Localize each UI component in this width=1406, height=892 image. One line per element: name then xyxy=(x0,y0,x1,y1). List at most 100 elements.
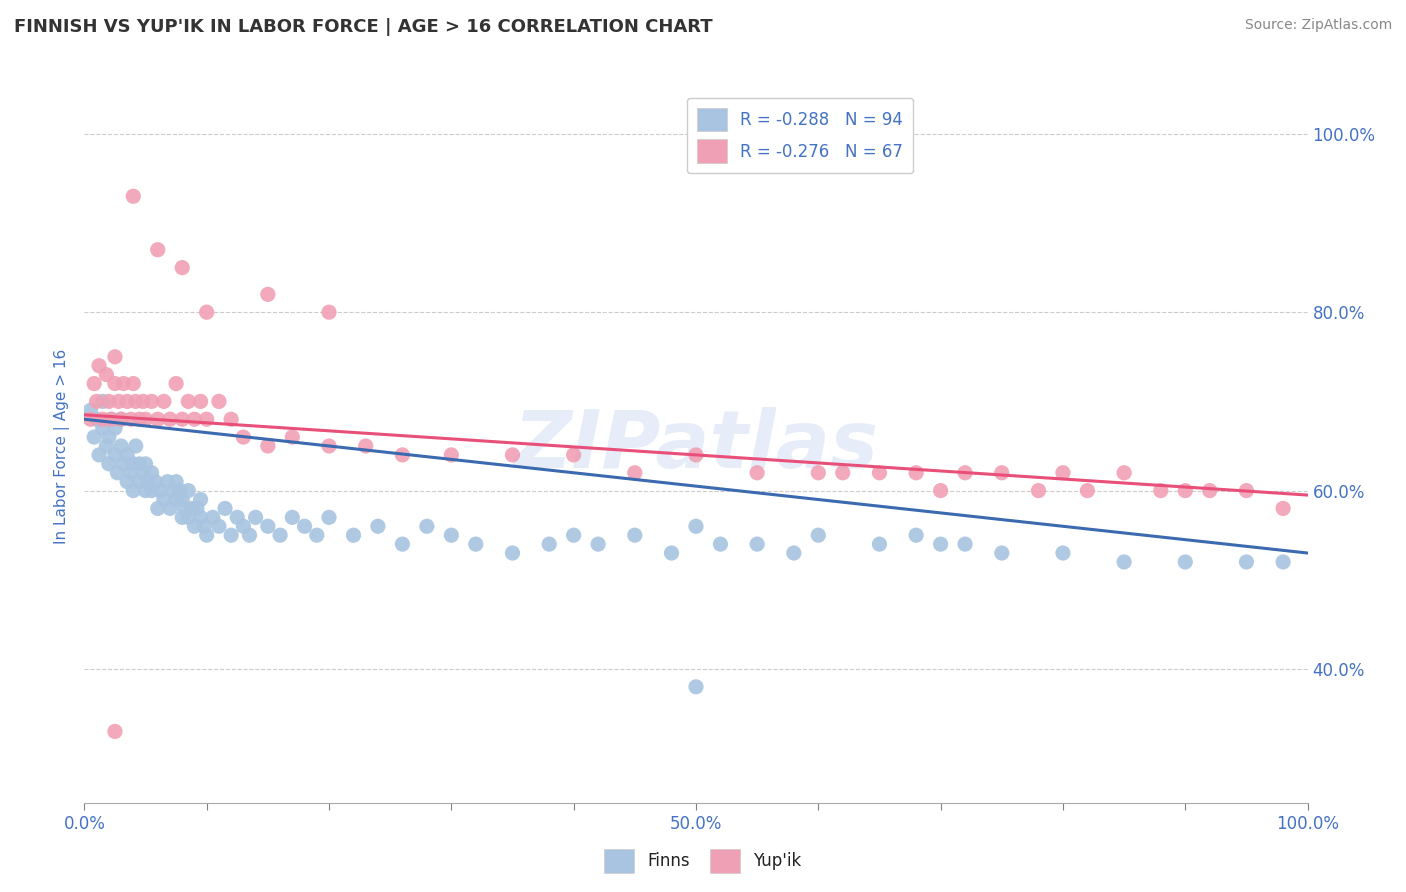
Point xyxy=(128,457,150,471)
Point xyxy=(208,519,231,533)
Point xyxy=(104,724,127,739)
Point xyxy=(190,394,212,409)
Point xyxy=(318,439,340,453)
Point xyxy=(1236,555,1258,569)
Point xyxy=(747,537,769,551)
Point xyxy=(391,448,413,462)
Point xyxy=(201,510,224,524)
Point xyxy=(100,412,122,426)
Point xyxy=(1272,501,1295,516)
Point xyxy=(562,448,585,462)
Point xyxy=(91,412,114,426)
Point xyxy=(905,528,928,542)
Point xyxy=(440,448,463,462)
Point xyxy=(318,305,340,319)
Point xyxy=(953,466,976,480)
Point xyxy=(122,457,145,471)
Point xyxy=(624,466,647,480)
Point xyxy=(1114,555,1136,569)
Point xyxy=(153,394,176,409)
Point xyxy=(120,412,142,426)
Point xyxy=(122,483,145,498)
Point xyxy=(122,189,145,203)
Point xyxy=(464,537,486,551)
Point xyxy=(807,528,830,542)
Point xyxy=(342,528,364,542)
Point xyxy=(1052,546,1074,560)
Point xyxy=(91,394,114,409)
Point xyxy=(257,287,280,301)
Point xyxy=(1076,483,1098,498)
Point xyxy=(502,546,524,560)
Point xyxy=(83,430,105,444)
Point xyxy=(586,537,609,551)
Point xyxy=(146,412,169,426)
Point xyxy=(661,546,683,560)
Point xyxy=(831,466,853,480)
Point xyxy=(97,457,120,471)
Point xyxy=(177,483,200,498)
Point xyxy=(232,519,254,533)
Text: FINNISH VS YUP'IK IN LABOR FORCE | AGE > 16 CORRELATION CHART: FINNISH VS YUP'IK IN LABOR FORCE | AGE >… xyxy=(14,18,713,36)
Point xyxy=(257,439,280,453)
Point xyxy=(79,403,101,417)
Point xyxy=(115,448,138,462)
Point xyxy=(97,430,120,444)
Point xyxy=(929,537,952,551)
Point xyxy=(905,466,928,480)
Point xyxy=(416,519,439,533)
Point xyxy=(172,492,194,507)
Point xyxy=(232,430,254,444)
Point xyxy=(869,466,891,480)
Point xyxy=(112,457,135,471)
Point xyxy=(100,412,122,426)
Point xyxy=(107,394,129,409)
Point xyxy=(186,501,208,516)
Point xyxy=(135,412,157,426)
Point xyxy=(136,475,159,489)
Point xyxy=(96,439,118,453)
Point xyxy=(125,394,148,409)
Point xyxy=(141,483,163,498)
Point xyxy=(685,680,707,694)
Point xyxy=(1174,483,1197,498)
Point xyxy=(165,475,187,489)
Point xyxy=(87,448,110,462)
Point xyxy=(1272,555,1295,569)
Point xyxy=(367,519,389,533)
Y-axis label: In Labor Force | Age > 16: In Labor Force | Age > 16 xyxy=(55,349,70,543)
Legend: Finns, Yup'ik: Finns, Yup'ik xyxy=(598,842,808,880)
Point xyxy=(1114,466,1136,480)
Point xyxy=(172,260,194,275)
Point xyxy=(624,528,647,542)
Point xyxy=(83,376,105,391)
Point xyxy=(294,519,316,533)
Point xyxy=(214,501,236,516)
Point xyxy=(177,510,200,524)
Point xyxy=(165,376,187,391)
Point xyxy=(208,394,231,409)
Point xyxy=(86,412,108,426)
Point xyxy=(169,483,191,498)
Point xyxy=(318,510,340,524)
Point xyxy=(135,483,157,498)
Point xyxy=(190,492,212,507)
Point xyxy=(183,519,205,533)
Point xyxy=(104,350,127,364)
Point xyxy=(172,412,194,426)
Point xyxy=(122,376,145,391)
Point xyxy=(1028,483,1050,498)
Point xyxy=(165,492,187,507)
Point xyxy=(1198,483,1220,498)
Point xyxy=(135,457,157,471)
Point xyxy=(991,546,1014,560)
Point xyxy=(281,430,304,444)
Point xyxy=(195,412,218,426)
Point xyxy=(1150,483,1173,498)
Point xyxy=(115,394,138,409)
Point xyxy=(110,412,132,426)
Point xyxy=(141,466,163,480)
Point xyxy=(172,510,194,524)
Point xyxy=(159,412,181,426)
Point xyxy=(183,412,205,426)
